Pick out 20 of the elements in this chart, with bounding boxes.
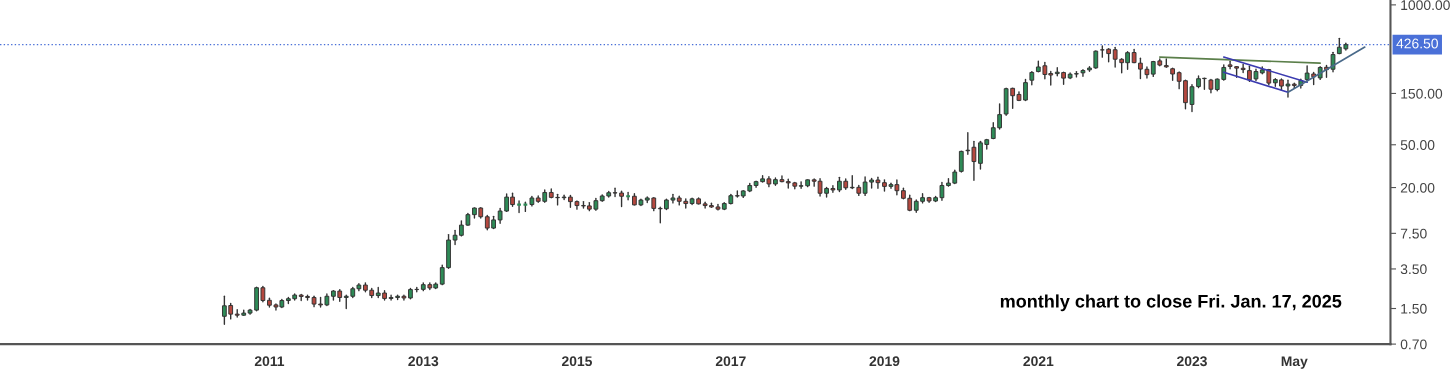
x-tick-label: 2015 xyxy=(561,356,593,367)
y-tick-label: 1.50 xyxy=(1401,303,1427,314)
y-tick-label: 7.50 xyxy=(1400,228,1427,239)
y-tick-label: 50.00 xyxy=(1400,140,1435,150)
x-tick-label: 2011 xyxy=(254,356,285,367)
y-tick-label: 3.50 xyxy=(1400,264,1427,275)
y-tick-label: 1000.00 xyxy=(1401,0,1450,11)
y-tick-label: 0.70 xyxy=(1400,339,1427,350)
y-tick-label: 20.00 xyxy=(1400,182,1435,193)
x-tick-label: 2019 xyxy=(869,356,900,367)
x-tick-label: 2017 xyxy=(715,356,746,367)
y-tick-label: 150.00 xyxy=(1401,88,1443,99)
x-tick-label: 2013 xyxy=(408,356,439,367)
x-tick-label: 2023 xyxy=(1177,356,1207,367)
candlestick xyxy=(958,150,964,173)
ref-line-label: 426.50 xyxy=(1396,38,1438,49)
candlestick xyxy=(1240,63,1246,74)
annotation: monthly chart to close Fri. Jan. 17, 2025 xyxy=(1000,294,1342,312)
x-tick-label: 2021 xyxy=(1023,356,1054,367)
x-tick-label: May xyxy=(1281,356,1308,369)
